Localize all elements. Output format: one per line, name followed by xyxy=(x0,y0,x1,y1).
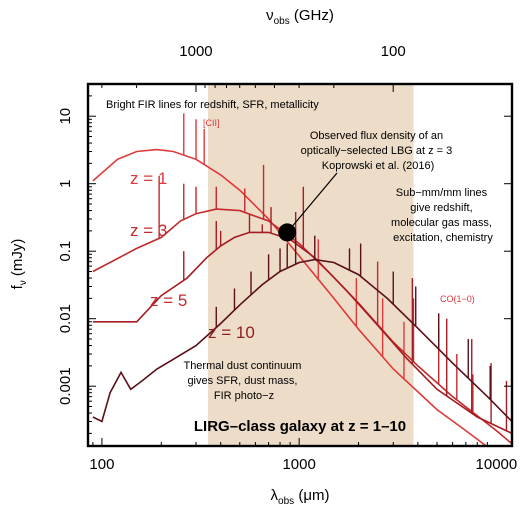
annotation-submm-line: molecular gas mass, xyxy=(391,217,492,229)
y-tick-label: 10 xyxy=(57,108,74,125)
x-tick-label: 1000 xyxy=(282,456,315,473)
annotation-thermal-line: Thermal dust continuum xyxy=(183,360,301,372)
annotation-observed-line: optically−selected LBG at z = 3 xyxy=(301,145,453,157)
y-tick-label: 0.01 xyxy=(57,304,74,333)
series-label-z10: z = 10 xyxy=(208,323,255,342)
annotation-submm-line: excitation, chemistry xyxy=(393,232,493,244)
x2-tick-label: 1000 xyxy=(179,43,212,60)
y-tick-label: 0.001 xyxy=(57,367,74,405)
annotation-submm-line: Sub−mm/mm lines xyxy=(396,187,488,199)
chart-title: LIRG–class galaxy at z = 1–10 xyxy=(194,418,406,435)
series-label-z1: z = 1 xyxy=(130,169,167,188)
annotation-fir-lines: Bright FIR lines for redshift, SFR, meta… xyxy=(106,99,319,111)
axis-ticks: 100 1000 10000 1000 100 10 1 0.1 0.01 0.001 xyxy=(57,43,517,473)
y-tick-label: 1 xyxy=(57,180,74,188)
annotation-submm: Sub−mm/mm lines give redshift, molecular… xyxy=(391,187,495,244)
observed-flux-arrow xyxy=(286,172,338,233)
x-tick-label: 100 xyxy=(89,456,114,473)
curves-group xyxy=(92,113,512,446)
series-line-2 xyxy=(92,231,512,435)
series-label-z3: z = 3 xyxy=(130,221,167,240)
annotation-observed: Observed flux density of an optically−se… xyxy=(301,130,456,172)
series-line-0 xyxy=(92,148,488,446)
x2-tick-label: 100 xyxy=(381,43,406,60)
x-axis-label: λobs (μm) xyxy=(271,487,330,507)
series-label-z5: z = 5 xyxy=(150,291,187,310)
y-axis-label: fν (mJy) xyxy=(9,239,29,290)
y-tick-label: 0.1 xyxy=(57,241,74,262)
annotation-observed-line: Koprowski et al. (2016) xyxy=(322,160,435,172)
annotation-co: CO(1−0) xyxy=(440,294,475,304)
annotation-submm-line: give redshift, xyxy=(410,202,472,214)
x-tick-label: 10000 xyxy=(476,456,518,473)
annotation-thermal-line: FIR photo−z xyxy=(214,390,274,402)
plot-band xyxy=(207,84,414,446)
annotation-thermal-line: gives SFR, dust mass, xyxy=(187,375,297,387)
annotation-cii: [CII] xyxy=(203,118,220,128)
plot-frame xyxy=(86,82,514,448)
x2-axis-label: νobs (GHz) xyxy=(266,7,334,27)
annotation-thermal: Thermal dust continuum gives SFR, dust m… xyxy=(183,360,304,402)
annotation-observed-line: Observed flux density of an xyxy=(310,130,443,142)
